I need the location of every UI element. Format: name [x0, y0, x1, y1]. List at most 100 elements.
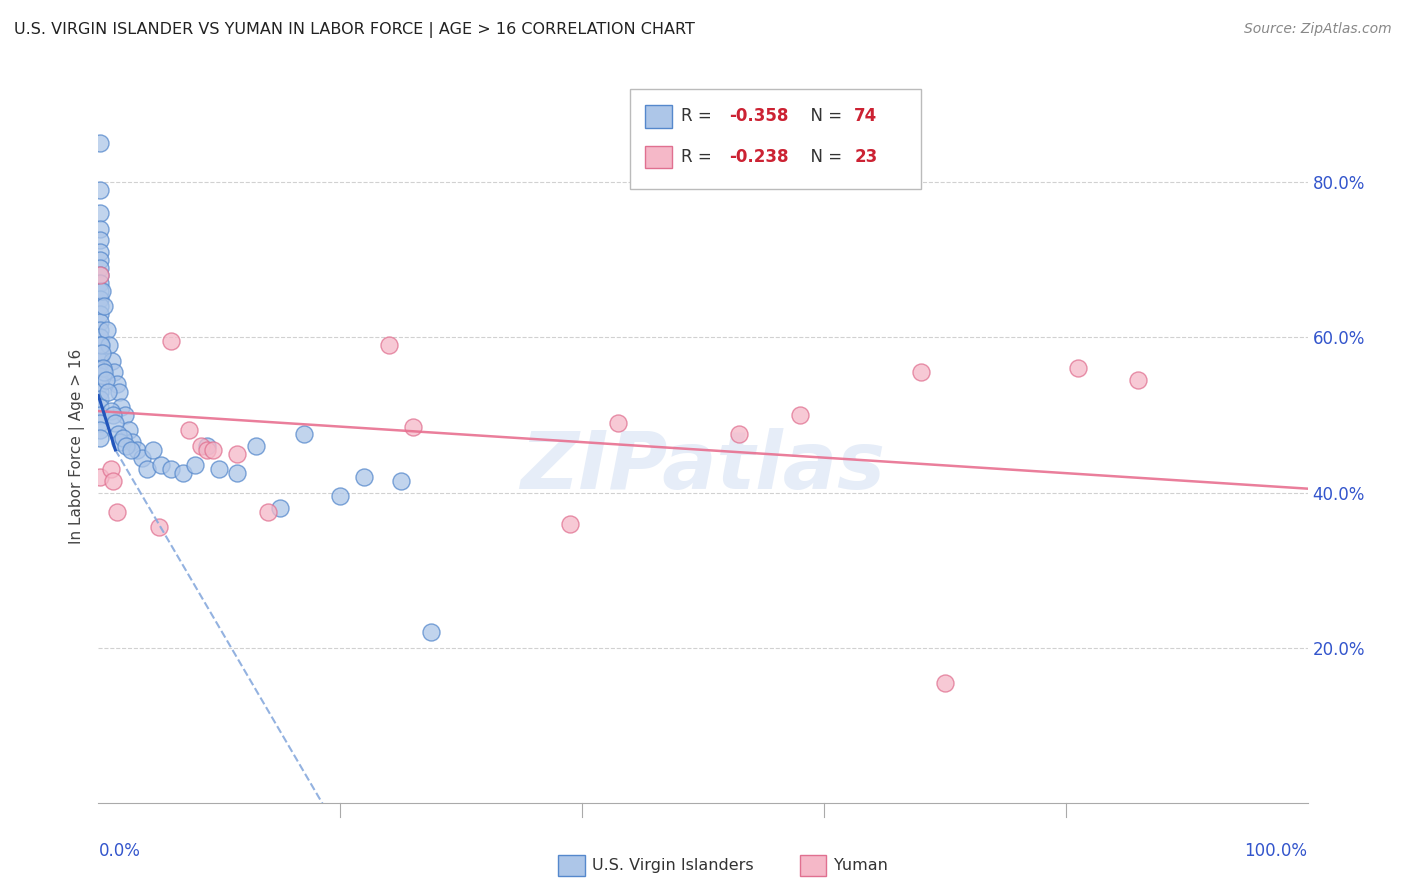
- Point: [329, 490, 352, 504]
- Point: [105, 376, 128, 391]
- Point: [89, 260, 111, 275]
- Point: [89, 416, 111, 430]
- Text: U.S. Virgin Islanders: U.S. Virgin Islanders: [592, 858, 754, 873]
- Point: [89, 292, 111, 306]
- Point: [89, 392, 111, 407]
- Point: [910, 365, 932, 379]
- Point: [179, 424, 201, 438]
- Point: [195, 442, 218, 457]
- Point: [256, 505, 278, 519]
- Point: [89, 268, 111, 283]
- Text: -0.358: -0.358: [730, 107, 789, 125]
- Point: [114, 408, 136, 422]
- Point: [100, 353, 122, 368]
- Point: [135, 462, 157, 476]
- Point: [148, 520, 170, 534]
- Point: [377, 338, 399, 352]
- Point: [91, 284, 114, 298]
- Point: [89, 369, 111, 384]
- Point: [96, 323, 118, 337]
- Point: [107, 427, 129, 442]
- Point: [108, 435, 131, 450]
- Point: [100, 462, 122, 476]
- Point: [195, 439, 218, 453]
- Point: [93, 365, 115, 379]
- Point: [89, 245, 111, 260]
- Point: [121, 435, 143, 450]
- Point: [1067, 361, 1090, 376]
- Point: [607, 416, 630, 430]
- Text: R =: R =: [682, 107, 717, 125]
- Point: [389, 474, 412, 488]
- Text: Source: ZipAtlas.com: Source: ZipAtlas.com: [1244, 22, 1392, 37]
- Text: 100.0%: 100.0%: [1244, 842, 1308, 860]
- Point: [353, 470, 375, 484]
- Text: ZIPatlas: ZIPatlas: [520, 428, 886, 507]
- Point: [184, 458, 207, 473]
- Point: [89, 276, 111, 290]
- Point: [728, 427, 751, 442]
- Point: [172, 466, 194, 480]
- Text: 74: 74: [855, 107, 877, 125]
- Point: [127, 442, 149, 457]
- Point: [190, 439, 212, 453]
- Point: [1128, 373, 1150, 387]
- Point: [94, 373, 117, 387]
- Point: [89, 284, 111, 298]
- Point: [89, 268, 111, 283]
- Point: [420, 625, 443, 640]
- Point: [89, 136, 111, 151]
- Point: [100, 404, 122, 418]
- Point: [89, 431, 111, 445]
- Point: [89, 206, 111, 220]
- Point: [160, 334, 183, 349]
- Point: [142, 442, 165, 457]
- Point: [103, 365, 125, 379]
- Point: [558, 516, 581, 531]
- Point: [89, 315, 111, 329]
- Point: [131, 450, 153, 465]
- Point: [89, 376, 111, 391]
- FancyBboxPatch shape: [800, 855, 827, 876]
- Point: [208, 462, 231, 476]
- Point: [108, 384, 131, 399]
- Point: [101, 408, 124, 422]
- Point: [89, 470, 111, 484]
- Point: [97, 384, 120, 399]
- Point: [89, 222, 111, 236]
- Point: [89, 408, 111, 422]
- Text: -0.238: -0.238: [730, 148, 789, 166]
- Point: [226, 466, 249, 480]
- FancyBboxPatch shape: [630, 89, 921, 189]
- Point: [89, 299, 111, 313]
- Point: [292, 427, 315, 442]
- Point: [89, 234, 111, 248]
- Point: [91, 361, 114, 376]
- Point: [89, 401, 111, 415]
- FancyBboxPatch shape: [645, 145, 672, 169]
- Text: N =: N =: [800, 107, 846, 125]
- Point: [89, 384, 111, 399]
- Point: [93, 299, 115, 313]
- Point: [245, 439, 267, 453]
- Point: [402, 419, 425, 434]
- Point: [89, 424, 111, 438]
- Text: Yuman: Yuman: [834, 858, 887, 873]
- Point: [90, 338, 112, 352]
- Point: [150, 458, 173, 473]
- Point: [115, 439, 138, 453]
- Point: [110, 401, 132, 415]
- Point: [105, 505, 128, 519]
- Text: N =: N =: [800, 148, 846, 166]
- Point: [104, 416, 127, 430]
- Point: [91, 346, 114, 360]
- Point: [89, 353, 111, 368]
- FancyBboxPatch shape: [558, 855, 585, 876]
- Y-axis label: In Labor Force | Age > 16: In Labor Force | Age > 16: [69, 349, 86, 543]
- Point: [160, 462, 183, 476]
- Point: [89, 338, 111, 352]
- Point: [98, 338, 121, 352]
- Text: R =: R =: [682, 148, 717, 166]
- Point: [118, 424, 141, 438]
- Point: [89, 307, 111, 321]
